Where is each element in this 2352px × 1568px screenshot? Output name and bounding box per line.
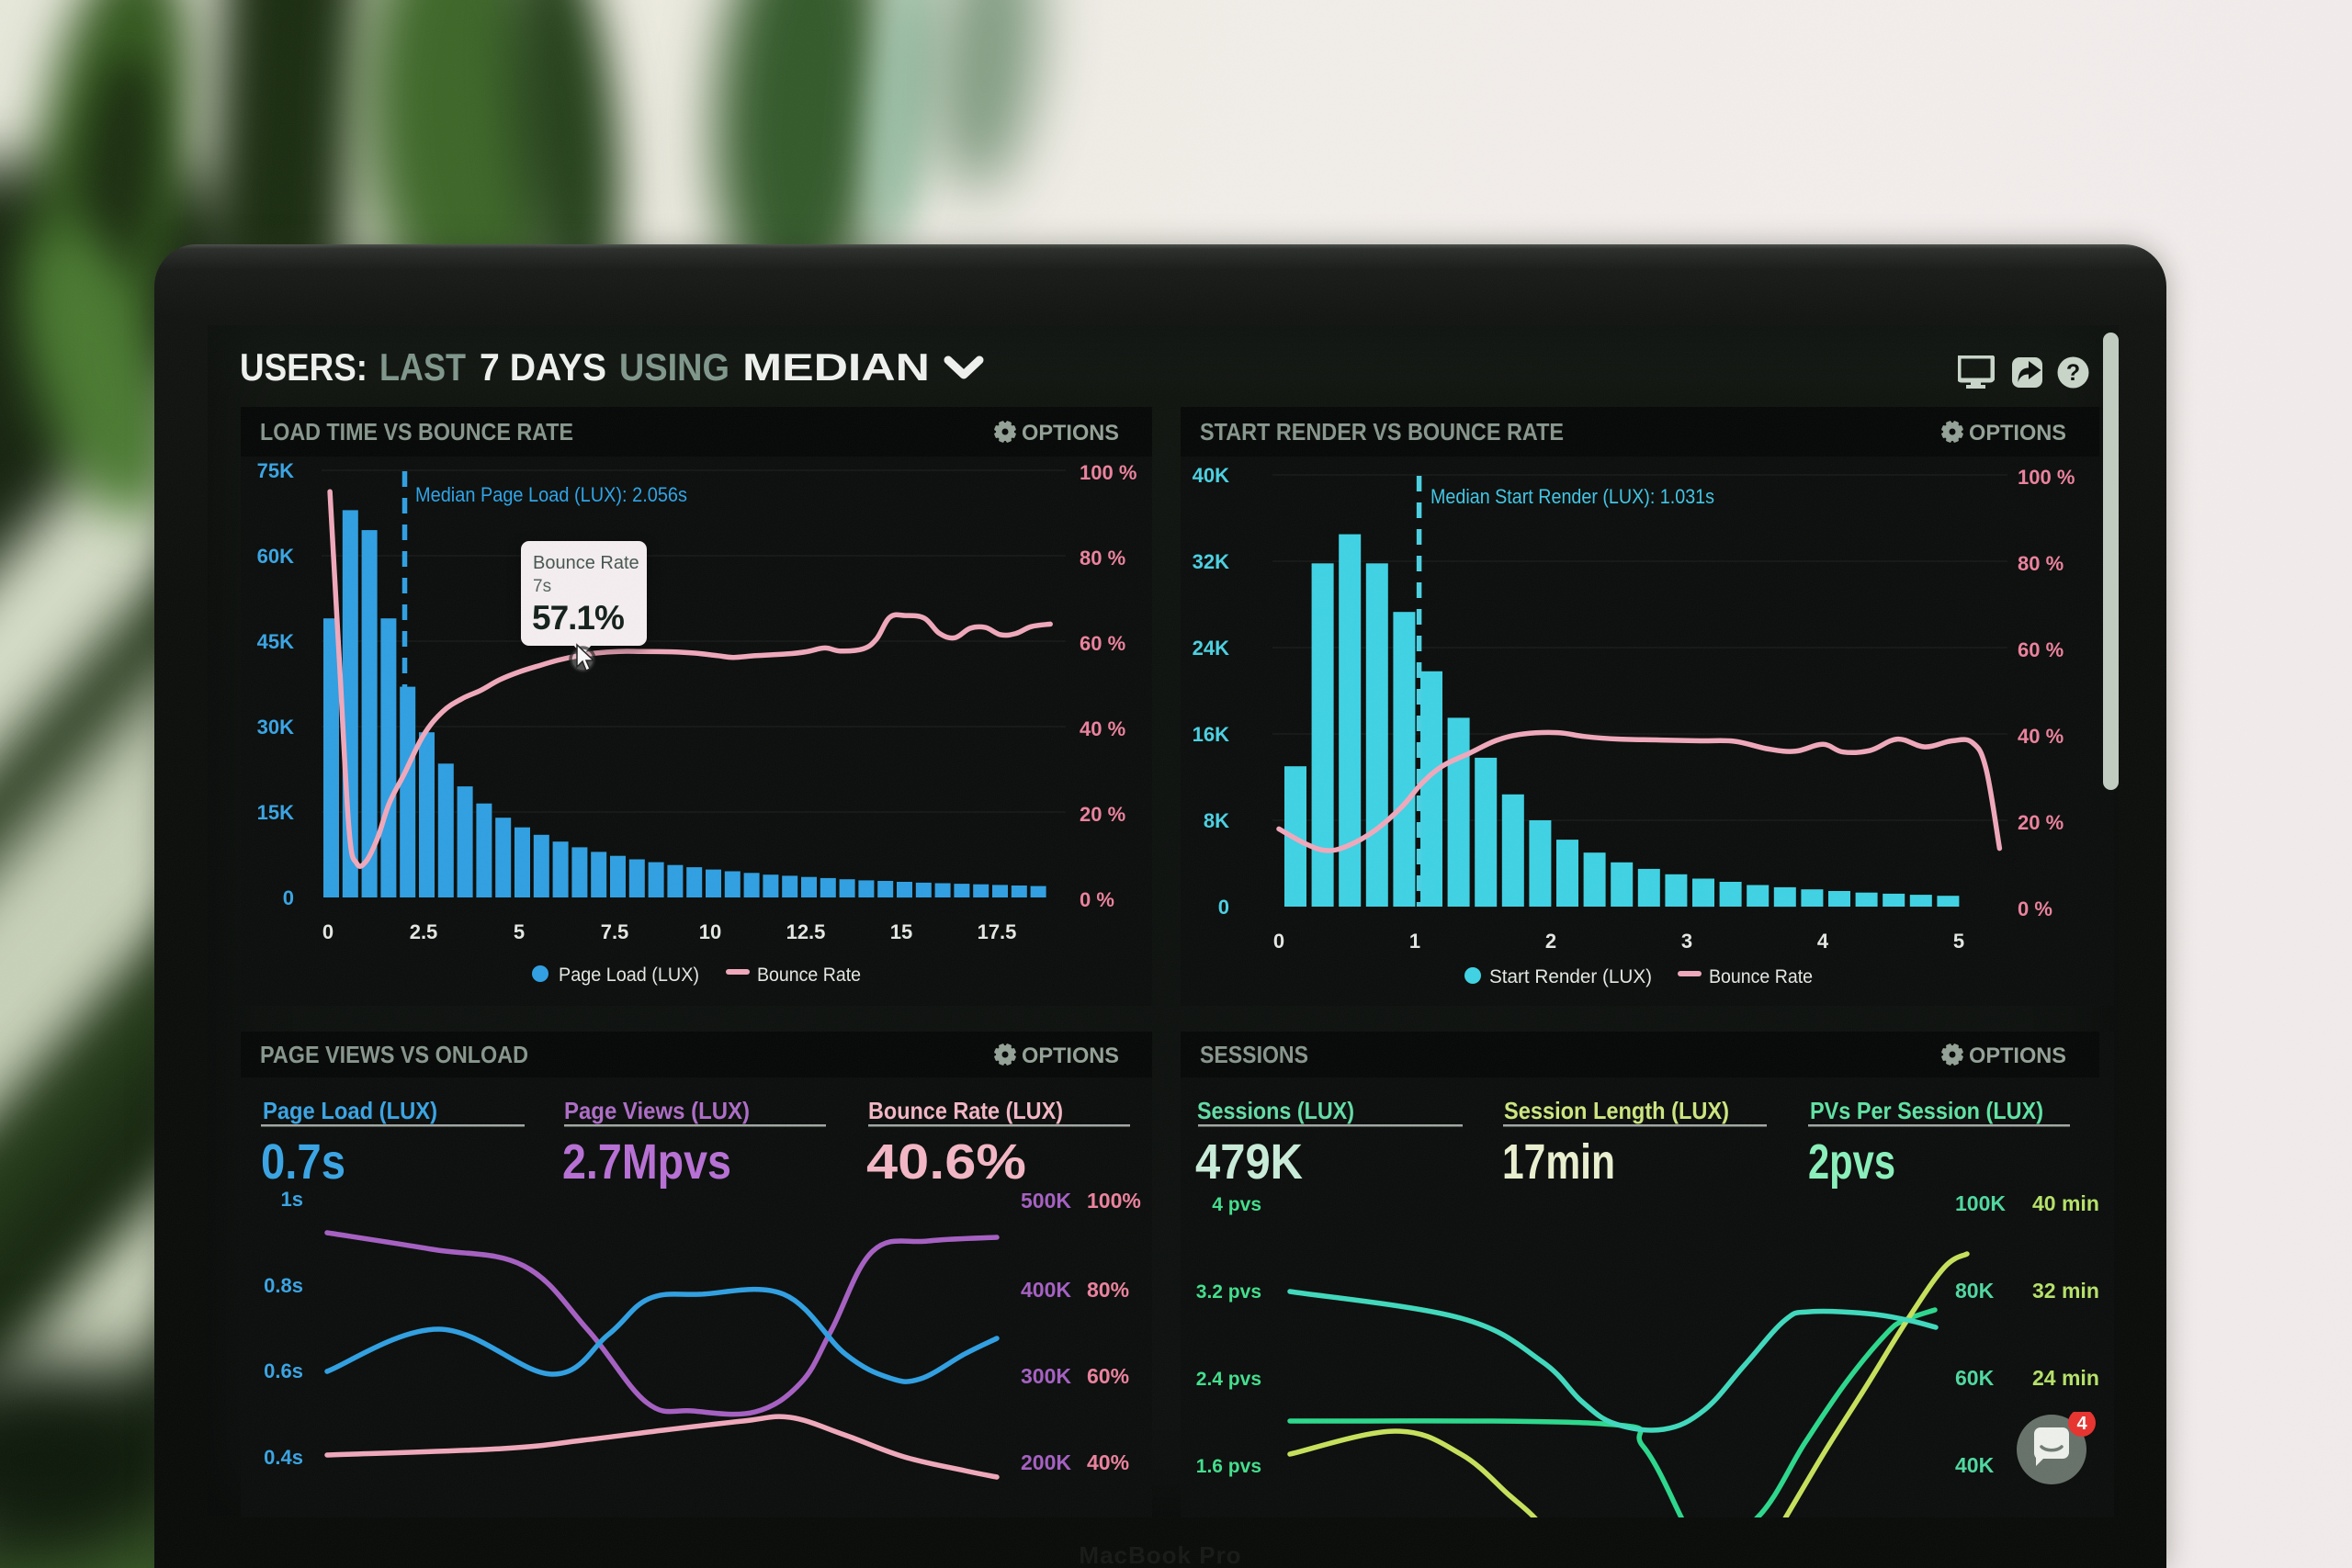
svg-text:5: 5 [1953,930,1964,953]
svg-text:Session Length (LUX): Session Length (LUX) [1504,1097,1729,1124]
svg-text:32K: 32K [1193,550,1229,573]
svg-text:16K: 16K [1193,723,1229,746]
svg-text:0: 0 [1218,896,1229,919]
svg-text:OPTIONS: OPTIONS [1969,421,2066,446]
svg-text:Bounce Rate: Bounce Rate [757,964,861,986]
svg-text:40 %: 40 % [1080,717,1125,740]
svg-text:4: 4 [2076,1414,2087,1434]
svg-text:MEDIAN: MEDIAN [742,345,930,389]
svg-text:4: 4 [1817,930,1829,953]
svg-text:80 %: 80 % [2018,552,2064,575]
svg-text:17.5: 17.5 [978,920,1017,943]
svg-text:500K: 500K [1021,1189,1071,1213]
svg-text:15K: 15K [257,801,294,824]
svg-text:7 DAYS: 7 DAYS [480,345,606,389]
svg-text:0: 0 [1273,930,1284,953]
svg-text:2.4 pvs: 2.4 pvs [1196,1369,1261,1390]
svg-text:24K: 24K [1193,637,1229,660]
svg-text:1.6 pvs: 1.6 pvs [1196,1456,1261,1477]
svg-text:200K: 200K [1021,1450,1071,1474]
svg-text:SESSIONS: SESSIONS [1200,1041,1308,1068]
svg-text:100%: 100% [1087,1189,1141,1213]
svg-text:32 min: 32 min [2032,1279,2099,1303]
svg-text:2.5: 2.5 [410,920,438,943]
svg-text:5: 5 [514,920,525,943]
svg-text:LOAD TIME VS BOUNCE RATE: LOAD TIME VS BOUNCE RATE [260,418,573,446]
svg-text:60 %: 60 % [2018,638,2064,661]
svg-text:Page Load (LUX): Page Load (LUX) [263,1097,437,1124]
svg-text:0.7s: 0.7s [261,1134,345,1190]
svg-text:Page Views (LUX): Page Views (LUX) [564,1097,750,1124]
svg-text:40 min: 40 min [2032,1191,2099,1215]
svg-text:OPTIONS: OPTIONS [1969,1043,2066,1068]
svg-text:2.7Mpvs: 2.7Mpvs [562,1134,731,1190]
svg-text:100K: 100K [1955,1191,2006,1215]
svg-text:80 %: 80 % [1080,547,1125,570]
svg-text:12.5: 12.5 [786,920,826,943]
svg-text:7.5: 7.5 [601,920,629,943]
svg-text:60K: 60K [257,545,294,568]
svg-text:PAGE VIEWS VS ONLOAD: PAGE VIEWS VS ONLOAD [260,1041,528,1068]
svg-text:Sessions (LUX): Sessions (LUX) [1197,1097,1354,1124]
svg-text:17min: 17min [1502,1134,1615,1190]
svg-text:40.6%: 40.6% [866,1134,1026,1190]
svg-text:Median Page Load (LUX): 2.056s: Median Page Load (LUX): 2.056s [415,483,687,506]
svg-text:75K: 75K [257,459,294,482]
svg-text:40K: 40K [1193,464,1229,487]
svg-text:OPTIONS: OPTIONS [1022,1043,1119,1068]
svg-text:300K: 300K [1021,1364,1071,1388]
svg-text:45K: 45K [257,630,294,653]
svg-text:0 %: 0 % [2018,897,2052,920]
svg-text:Start Render (LUX): Start Render (LUX) [1489,966,1652,987]
svg-text:1: 1 [1409,930,1420,953]
svg-text:USING: USING [619,345,729,389]
svg-text:0: 0 [283,886,294,909]
svg-text:0.8s: 0.8s [264,1274,303,1297]
svg-text:10: 10 [699,920,721,943]
svg-text:0 %: 0 % [1080,888,1114,911]
svg-text:20 %: 20 % [1080,803,1125,826]
svg-text:80%: 80% [1087,1278,1129,1302]
svg-text:Bounce Rate (LUX): Bounce Rate (LUX) [868,1097,1063,1124]
svg-text:30K: 30K [257,716,294,739]
svg-text:Median Start Render (LUX): 1.0: Median Start Render (LUX): 1.031s [1430,485,1714,508]
svg-text:60%: 60% [1087,1364,1129,1388]
svg-text:2pvs: 2pvs [1808,1134,1895,1190]
svg-text:0: 0 [322,920,334,943]
svg-text:START RENDER VS BOUNCE RATE: START RENDER VS BOUNCE RATE [1200,418,1564,446]
svg-text:OPTIONS: OPTIONS [1022,421,1119,446]
svg-text:PVs Per Session (LUX): PVs Per Session (LUX) [1810,1097,2043,1124]
svg-text:3: 3 [1681,930,1692,953]
svg-text:40K: 40K [1955,1453,1995,1477]
svg-text:400K: 400K [1021,1278,1071,1302]
svg-text:?: ? [2066,360,2080,386]
svg-text:8K: 8K [1204,809,1229,832]
svg-text:3.2 pvs: 3.2 pvs [1196,1281,1261,1303]
svg-text:479K: 479K [1195,1134,1303,1190]
svg-text:80K: 80K [1955,1279,1995,1303]
svg-text:100 %: 100 % [1080,461,1136,484]
svg-text:2: 2 [1545,930,1556,953]
svg-text:USERS:: USERS: [240,345,368,389]
svg-text:60 %: 60 % [1080,632,1125,655]
svg-text:100 %: 100 % [2018,466,2075,489]
svg-text:Page Load (LUX): Page Load (LUX) [559,964,699,986]
svg-text:Bounce Rate: Bounce Rate [1709,966,1813,987]
svg-text:4 pvs: 4 pvs [1212,1194,1261,1215]
svg-text:0.6s: 0.6s [264,1359,303,1382]
svg-text:1s: 1s [281,1188,303,1211]
svg-text:15: 15 [890,920,912,943]
svg-text:24 min: 24 min [2032,1366,2099,1390]
svg-text:40 %: 40 % [2018,725,2064,748]
svg-text:LAST: LAST [379,345,466,389]
svg-text:40%: 40% [1087,1450,1129,1474]
svg-text:60K: 60K [1955,1366,1995,1390]
svg-text:0.4s: 0.4s [264,1446,303,1469]
svg-text:20 %: 20 % [2018,811,2064,834]
